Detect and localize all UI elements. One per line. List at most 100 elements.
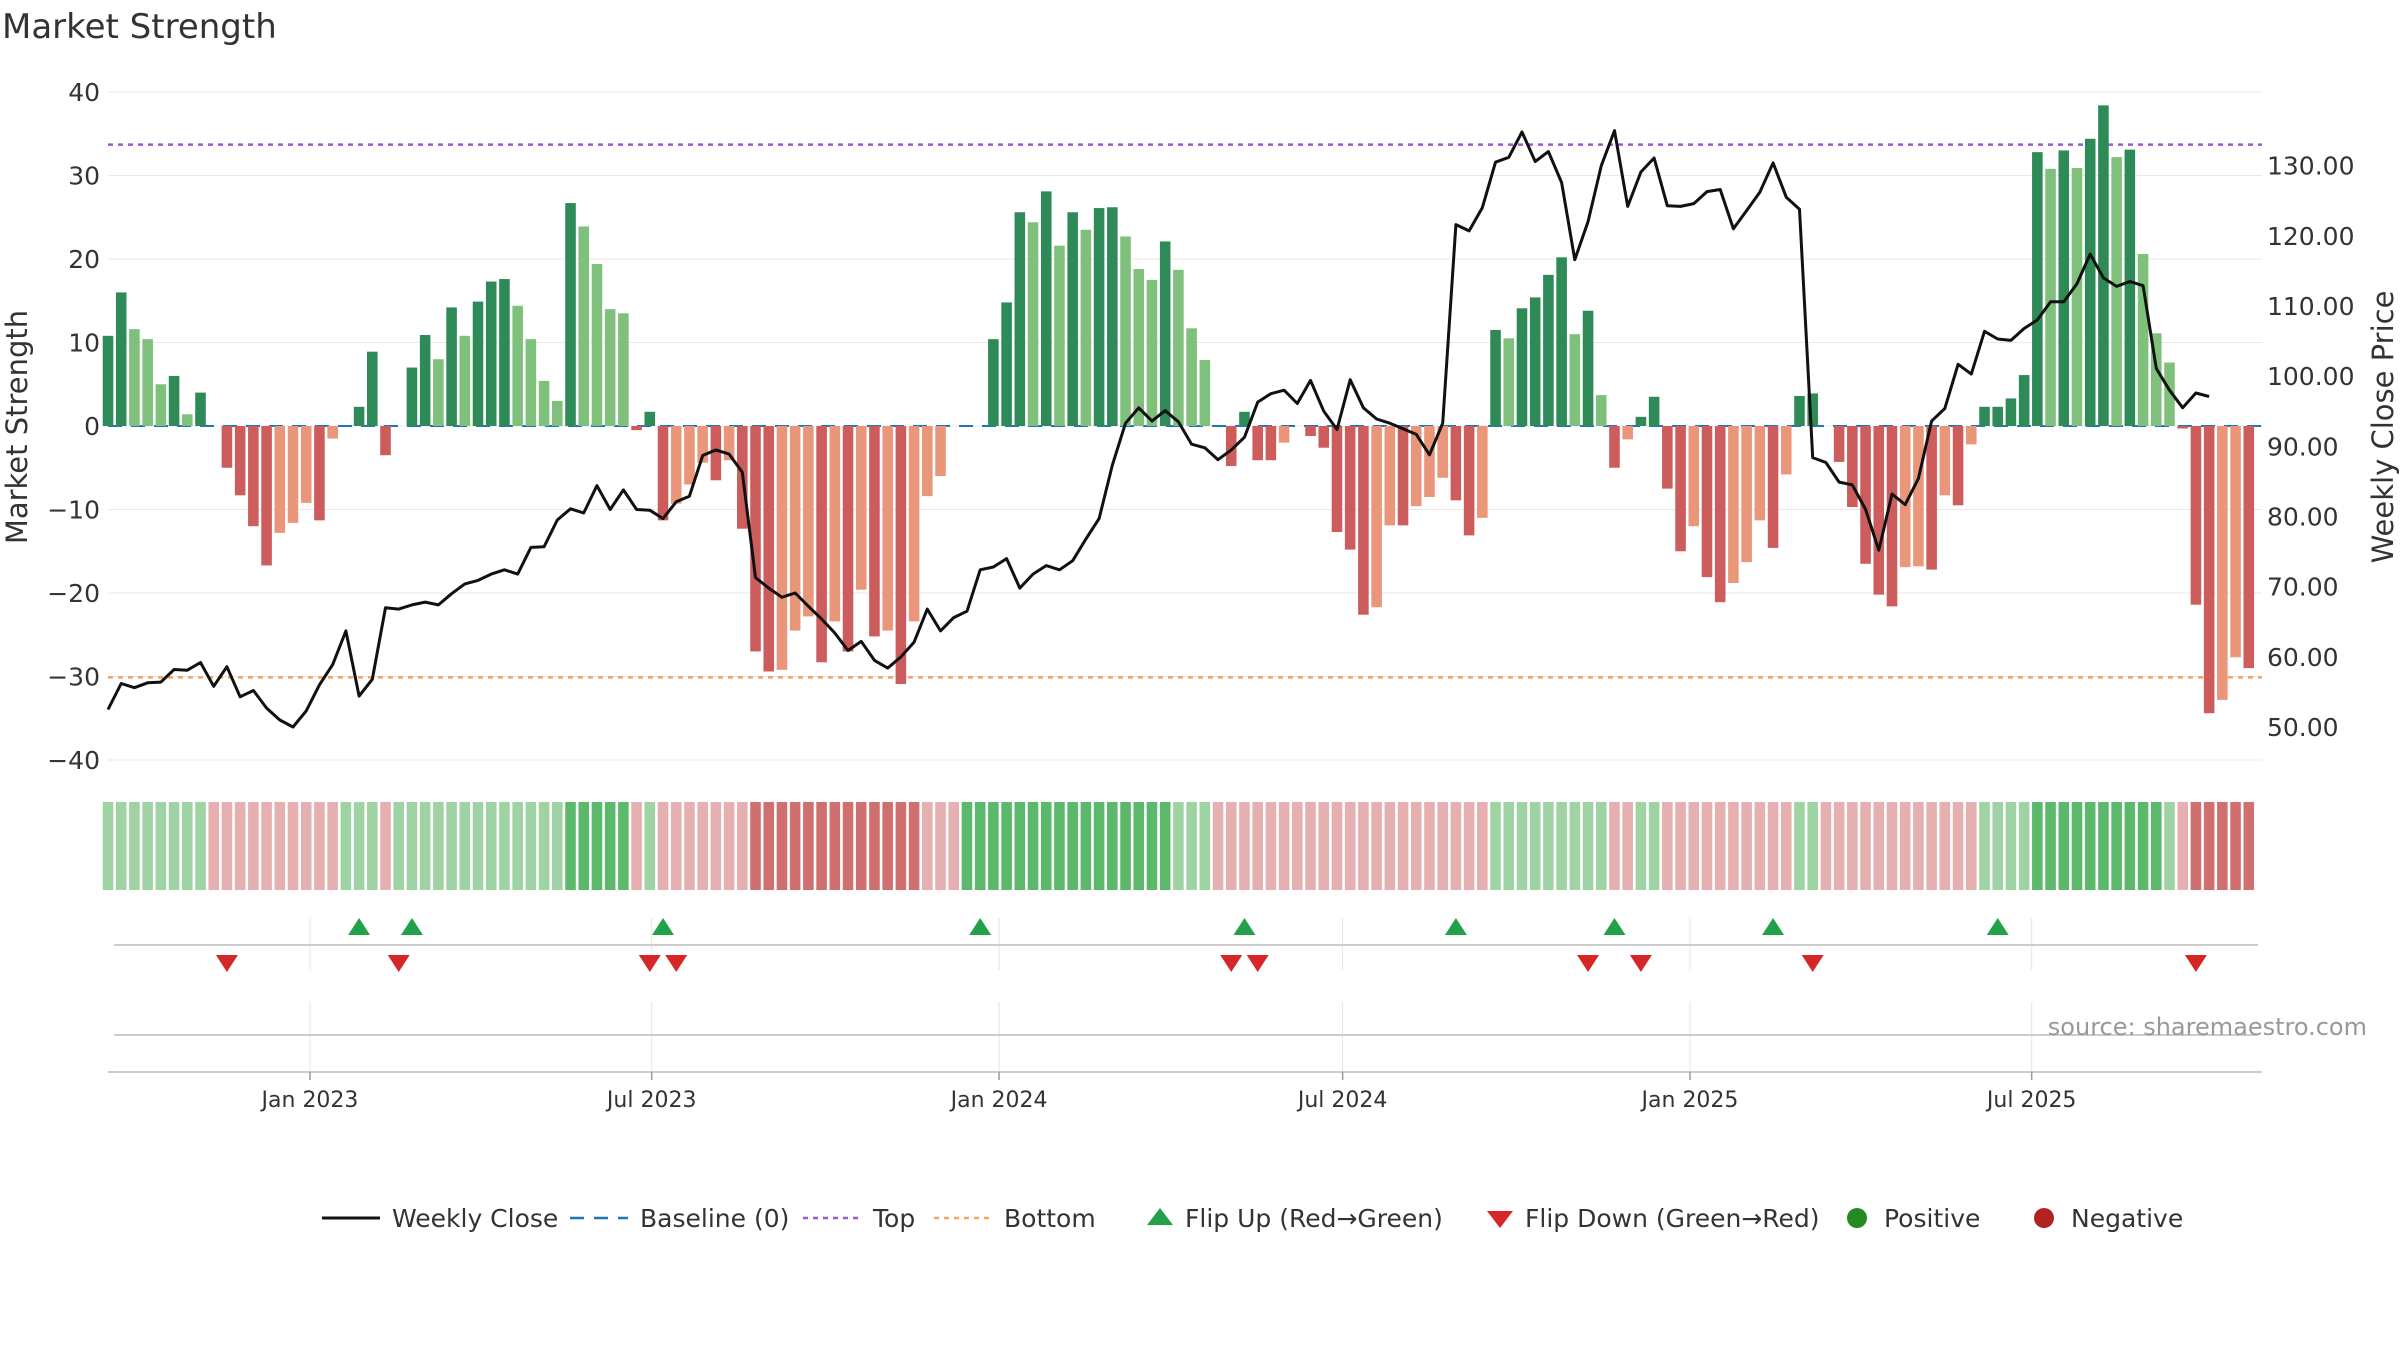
band-cell (1292, 802, 1303, 890)
strength-bar (1358, 426, 1369, 615)
strength-bar (512, 305, 523, 426)
strength-bar (591, 264, 603, 426)
flip-up-marker (1762, 918, 1785, 935)
band-cell (789, 802, 801, 890)
band-cell (1146, 802, 1158, 890)
strength-bar (2203, 426, 2215, 714)
strength-bar (2243, 426, 2255, 669)
band-cell (1410, 802, 1422, 890)
band-cell (710, 802, 722, 890)
strength-bar (446, 307, 457, 426)
strength-bar (1728, 426, 1739, 583)
band-cell (2111, 802, 2122, 890)
legend-item-flipup: Flip Up (Red→Green) (1147, 1204, 1443, 1233)
band-cell (300, 802, 312, 890)
band-cell (1252, 802, 1263, 890)
strength-bar (1265, 426, 1277, 461)
strength-bar (895, 426, 907, 685)
band-cell (750, 802, 761, 890)
band-cell (1847, 802, 1858, 890)
band-cell (829, 802, 841, 890)
band-cell (2124, 802, 2136, 890)
band-cell (1344, 802, 1356, 890)
strength-bar (922, 426, 933, 497)
band-cell (1107, 802, 1118, 890)
band-cell (1159, 802, 1171, 890)
band-cell (1833, 802, 1845, 890)
band-cell (565, 802, 576, 890)
band-cell (2032, 802, 2043, 890)
band-cell (1939, 802, 1951, 890)
band-cell (1780, 802, 1792, 890)
strength-bar (2071, 167, 2083, 427)
strength-bar (248, 426, 259, 527)
strength-bar (1173, 269, 1184, 426)
flip-up-marker (400, 918, 423, 935)
band-cell (2164, 802, 2175, 890)
strength-bar (882, 426, 893, 631)
band-cell (538, 802, 550, 890)
band-cell (670, 802, 682, 890)
y-tick-label: 0 (84, 412, 100, 441)
strength-bar (1186, 328, 1197, 426)
strength-bar (803, 426, 814, 617)
strength-bar (1780, 426, 1792, 475)
strength-bar (195, 392, 206, 426)
strength-bar (2230, 426, 2241, 658)
flip-down-marker (1220, 955, 1243, 972)
band-cell (644, 802, 656, 890)
legend-item-flipdown: Flip Down (Green→Red) (1487, 1204, 1820, 1233)
band-cell (2071, 802, 2083, 890)
band-cell (723, 802, 735, 890)
band-cell (380, 802, 391, 890)
y2-tick-label: 90.00 (2267, 432, 2339, 461)
strength-bar (1662, 426, 1673, 489)
band-cell (1595, 802, 1607, 890)
band-cell (168, 802, 180, 890)
band-cell (248, 802, 259, 890)
flip-down-marker (387, 955, 410, 972)
band-cell (1794, 802, 1805, 890)
flip-down-marker (1629, 955, 1652, 972)
band-cell (816, 802, 827, 890)
band-cell (948, 802, 960, 890)
band-cell (1767, 802, 1779, 890)
strength-bar (1067, 212, 1078, 426)
strength-bar (670, 426, 682, 504)
y2-tick-label: 80.00 (2267, 503, 2339, 532)
x-tick-label: Jan 2024 (949, 1088, 1048, 1113)
strength-bar (1860, 426, 1871, 564)
strength-bar (1939, 426, 1951, 496)
legend-label: Negative (2071, 1204, 2183, 1233)
strength-bar (459, 335, 471, 426)
strength-bar (327, 426, 338, 439)
band-cell (1477, 802, 1488, 890)
strength-bar (935, 426, 946, 477)
band-cell (842, 802, 854, 890)
x-tick-label: Jul 2023 (605, 1088, 697, 1113)
band-cell (1807, 802, 1818, 890)
strength-bar (129, 329, 140, 426)
band-cell (1040, 802, 1052, 890)
strength-bar (723, 426, 735, 461)
strength-bar (578, 226, 590, 426)
band-cell (1609, 802, 1620, 890)
strength-bar (1516, 308, 1528, 426)
band-cell (1186, 802, 1197, 890)
band-cell (1873, 802, 1885, 890)
strength-bar (869, 426, 880, 637)
strength-bar (1622, 426, 1633, 440)
flip-down-marker (665, 955, 688, 972)
band-cell (1529, 802, 1541, 890)
y2-tick-label: 130.00 (2267, 152, 2354, 181)
band-cell (2005, 802, 2017, 890)
strength-bar (789, 426, 801, 631)
strength-bar (1992, 406, 2003, 426)
strength-bar (829, 426, 841, 622)
strength-bar (1913, 426, 1924, 567)
legend-item-top: Top (803, 1204, 915, 1233)
strength-bar (2137, 253, 2149, 426)
band-cell (1067, 802, 1078, 890)
band-cell (182, 802, 193, 890)
band-cell (935, 802, 946, 890)
